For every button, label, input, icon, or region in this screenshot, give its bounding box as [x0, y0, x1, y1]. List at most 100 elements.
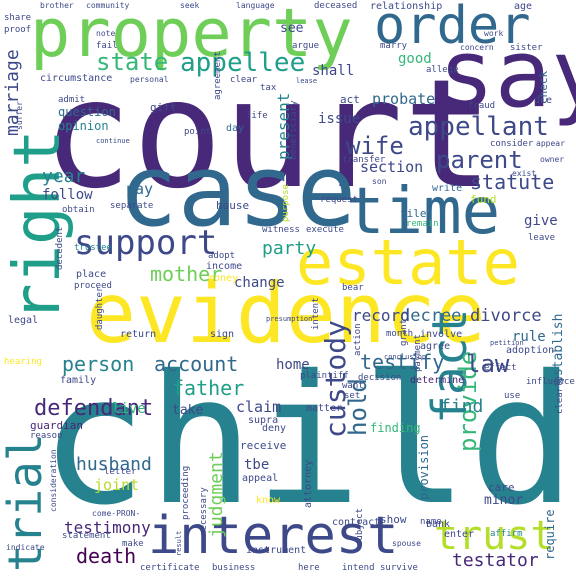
- word-party: party: [262, 238, 317, 259]
- word-consider: consider: [490, 139, 534, 149]
- word-personal: personal: [130, 75, 169, 84]
- word-find: find: [440, 396, 484, 417]
- word-show: show: [380, 513, 407, 526]
- word-take: take: [172, 403, 204, 418]
- word-follow: follow: [42, 187, 93, 203]
- word-consideration: consideration: [49, 449, 58, 512]
- word-subject: subject: [355, 508, 365, 546]
- word-proceed: proceed: [74, 281, 112, 291]
- word-year: year: [42, 166, 86, 187]
- word-appeal: appeal: [242, 473, 279, 484]
- word-make: make: [122, 539, 144, 549]
- word-person: person: [62, 352, 135, 376]
- word-son: son: [372, 177, 387, 186]
- word-name: name: [420, 517, 442, 527]
- word-month: month: [386, 329, 414, 339]
- word-adoption: adoption: [506, 345, 555, 356]
- word-witness: witness: [262, 225, 300, 235]
- word-business: business: [212, 563, 256, 573]
- word-joint: joint: [94, 476, 140, 494]
- word-tax: tax: [260, 83, 277, 93]
- word-reason: reason: [30, 431, 63, 441]
- word-day: day: [226, 123, 245, 134]
- word-bank: bank: [426, 519, 451, 530]
- word-claim: claim: [236, 398, 282, 416]
- word-want: want: [342, 381, 364, 391]
- word-language: language: [236, 1, 275, 10]
- word-change: change: [234, 275, 285, 291]
- word-sign: sign: [210, 329, 235, 340]
- word-deceased: deceased: [314, 1, 358, 11]
- word-statement: statement: [62, 531, 111, 541]
- word-argue: argue: [292, 41, 320, 51]
- word-owner: owner: [540, 155, 565, 164]
- word-home: home: [276, 357, 310, 373]
- word-legal: legal: [8, 315, 39, 326]
- word-know: know: [256, 495, 281, 506]
- word-supra: supra: [248, 415, 279, 426]
- word-account: account: [154, 352, 239, 376]
- word-attorney: attorney: [303, 459, 314, 508]
- word-statute: statute: [470, 170, 555, 194]
- word-record: record: [352, 306, 410, 325]
- word-appear: appear: [536, 139, 565, 148]
- word-hearing: hearing: [4, 357, 42, 367]
- word-divorce: divorce: [470, 306, 542, 326]
- word-testify: testify: [360, 350, 445, 374]
- word-suffer: suffer: [15, 101, 24, 130]
- word-necessary: necessary: [199, 487, 209, 536]
- word-receive: receive: [240, 439, 287, 452]
- word-indicate: indicate: [6, 543, 45, 552]
- word-evidence: evidence: [86, 265, 486, 362]
- word-presumption: presumption: [266, 315, 313, 323]
- word-decree: decree: [400, 306, 462, 326]
- word-father: father: [172, 376, 245, 400]
- word-probate: probate: [372, 90, 436, 108]
- word-decision: decision: [358, 373, 402, 383]
- word-income: income: [206, 261, 243, 272]
- word-see: see: [280, 21, 304, 36]
- word-plaintiff: plaintiff: [300, 371, 349, 381]
- word-lease: lease: [296, 77, 318, 85]
- word-petition: petition: [490, 339, 524, 347]
- word-family: family: [60, 375, 97, 386]
- word-state: state: [96, 48, 169, 76]
- word-finding: finding: [370, 421, 421, 435]
- word-intend: intend: [342, 563, 375, 573]
- word-come-pron: come-PRON-: [92, 509, 141, 518]
- word-effect: effect: [484, 363, 517, 373]
- word-live: live: [112, 401, 146, 417]
- word-agree: agree: [420, 341, 451, 352]
- word-estate: estate: [296, 226, 520, 299]
- word-judgment: judgment: [206, 451, 227, 538]
- word-wife: wife: [346, 132, 404, 160]
- word-adopt: adopt: [208, 251, 236, 261]
- word-support: support: [74, 223, 218, 263]
- word-seek: seek: [180, 1, 200, 10]
- word-money: money: [208, 273, 239, 284]
- word-gift: gift: [150, 101, 177, 114]
- word-relationship: relationship: [370, 1, 443, 12]
- word-share: share: [4, 13, 32, 23]
- word-guardian: guardian: [30, 419, 83, 432]
- word-say: say: [438, 20, 576, 129]
- word-marry: marry: [380, 41, 408, 51]
- word-affirm: affirm: [490, 529, 523, 539]
- word-property: property: [30, 0, 353, 72]
- word-matter: matter: [306, 403, 343, 414]
- word-shall: shall: [312, 63, 355, 79]
- word-give: give: [524, 213, 558, 229]
- word-life: life: [246, 111, 268, 121]
- word-die: die: [534, 95, 553, 106]
- word-court: court: [42, 48, 494, 222]
- word-survive: survive: [380, 563, 418, 573]
- word-testator: testator: [452, 550, 539, 571]
- word-use: use: [504, 391, 521, 401]
- word-question: question: [58, 105, 116, 119]
- word-contract: contract: [332, 517, 381, 528]
- word-time: time: [346, 175, 501, 249]
- word-good: good: [398, 51, 432, 67]
- word-exist: exist: [512, 169, 537, 178]
- word-admit: admit: [58, 95, 86, 105]
